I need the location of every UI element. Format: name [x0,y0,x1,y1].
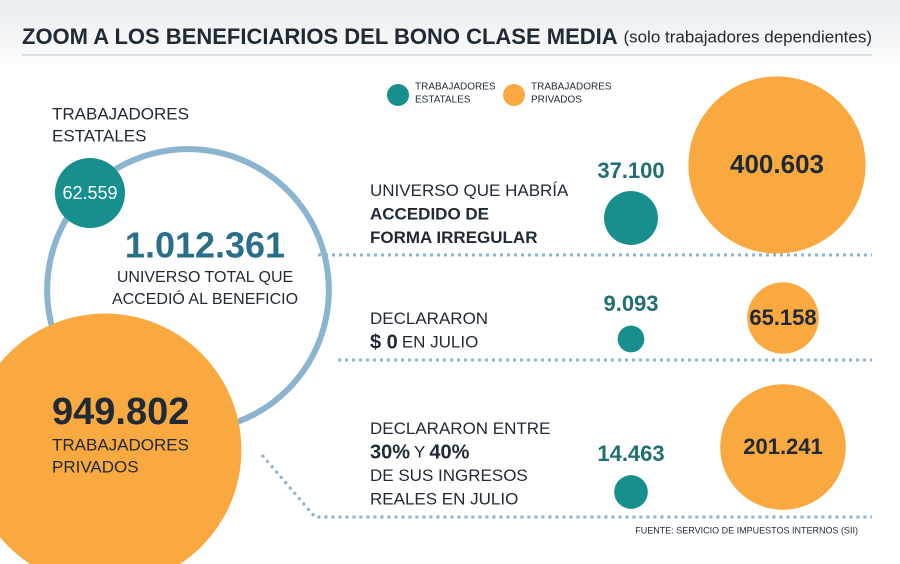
privados-bubble [688,76,866,254]
row-text-part: 30% [370,442,410,464]
legend-label: PRIVADOS [531,95,582,106]
row-text-part: DE SUS INGRESOS [370,466,528,485]
estatales-bubble [604,191,658,245]
estatales-caption: ESTATALES [52,126,146,145]
row-text: FORMA IRREGULAR [370,228,537,247]
row-text-part: DECLARARON [370,309,488,328]
header-background [0,0,900,75]
title: ZOOM A LOS BENEFICIARIOS DEL BONO CLASE … [22,24,618,49]
row-text-part: $ 0 [370,332,398,354]
estatales-value: 9.093 [603,291,658,316]
row-text-part: REALES EN JULIO [370,490,518,509]
row-text-part: DECLARARON ENTRE [370,419,550,438]
row-text-part: FORMA IRREGULAR [370,228,537,247]
legend-swatch [387,84,409,106]
source: FUENTE: SERVICIO DE IMPUESTOS INTERNOS (… [635,525,858,535]
row-text: $ 0 EN JULIO [370,332,478,354]
row-text: REALES EN JULIO [370,490,518,509]
row-text-part: ACCEDIDO DE [370,205,489,224]
privados-caption: TRABAJADORES [52,435,189,454]
estatales-bubble [614,475,648,509]
estatales-value: 37.100 [597,158,664,183]
legend-label: TRABAJADORES [415,82,496,93]
estatales-bubble [617,325,645,353]
row-text: UNIVERSO QUE HABRÍA [370,181,569,200]
estatales-value: 14.463 [597,441,664,466]
legend-label: TRABAJADORES [531,82,612,93]
row-text: DE SUS INGRESOS [370,466,528,485]
row-text-part: 40% [429,442,469,464]
total-caption: ACCEDIÓ AL BENEFICIO [112,289,298,308]
legend-label: ESTATALES [415,95,471,106]
total-value: 1.012.361 [125,225,285,266]
subtitle: (solo trabajadores dependientes) [623,27,872,46]
privados-bubble [747,282,819,354]
row-text: DECLARARON [370,309,488,328]
row-separators [260,253,872,519]
total-caption: UNIVERSO TOTAL QUE [117,269,293,286]
privados-value: 201.241 [743,434,823,459]
row-text-part: UNIVERSO QUE HABRÍA [370,181,569,200]
privados-value: 400.603 [730,149,824,179]
row-text-part: Y [414,443,425,462]
row-text: ACCEDIDO DE [370,205,489,224]
privados-bubble [720,384,846,510]
privados-value: 65.158 [749,305,816,330]
estatales-value: 62.559 [62,183,117,203]
row-text-part: EN JULIO [402,333,479,352]
estatales-bubble [54,157,126,229]
privados-caption: PRIVADOS [52,457,139,476]
privados-bubble [0,313,242,564]
privados-value: 949.802 [52,391,189,433]
legend-swatch [503,84,525,106]
row-text: 30% Y 40% [370,442,470,464]
row-text: DECLARARON ENTRE [370,419,550,438]
estatales-caption: TRABAJADORES [52,104,189,123]
